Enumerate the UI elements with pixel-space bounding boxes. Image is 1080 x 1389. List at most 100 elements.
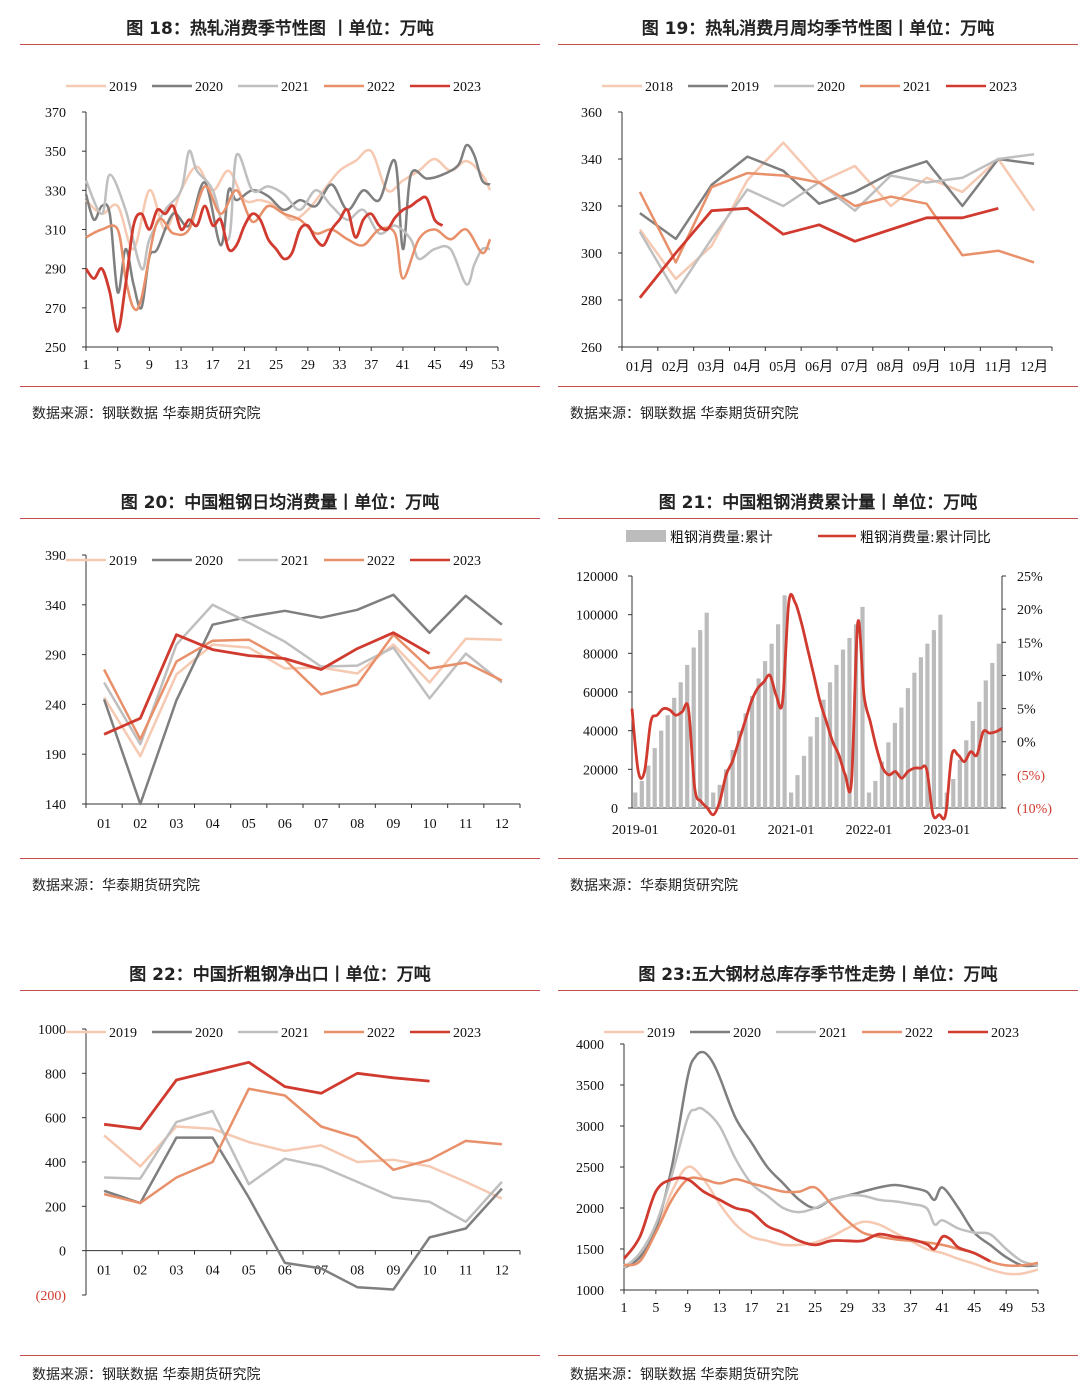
y-tick-label: 3000 <box>576 1120 604 1135</box>
x-tick-label: 11 <box>459 817 472 832</box>
x-tick-label: 08 <box>350 1264 364 1279</box>
x-tick-label: 04 <box>206 1264 220 1279</box>
legend-label-2020: 2020 <box>195 80 223 95</box>
x-tick-label: 41 <box>396 358 410 373</box>
x-tick-label: 29 <box>840 1301 854 1316</box>
x-tick-label: 08月 <box>877 359 905 375</box>
data-source: 数据来源：钢联数据 华泰期货研究院 <box>32 1367 261 1383</box>
title-rule <box>558 518 1078 519</box>
x-tick-label: 33 <box>872 1301 886 1316</box>
legend-label-2019: 2019 <box>731 80 759 95</box>
legend-label-2023: 2023 <box>453 554 481 569</box>
bar <box>834 664 839 808</box>
y-tick-label: 330 <box>45 184 66 199</box>
x-tick-label: 45 <box>967 1301 981 1316</box>
legend-label-2019: 2019 <box>109 80 137 95</box>
x-tick-label: 03 <box>169 1264 183 1279</box>
legend-swatch-bar <box>626 530 666 542</box>
bar <box>743 713 748 808</box>
legend-label-2018: 2018 <box>645 80 673 95</box>
legend-label-2021: 2021 <box>819 1026 847 1041</box>
x-tick-label: 41 <box>935 1301 949 1316</box>
bar <box>808 736 813 808</box>
legend-label-2021: 2021 <box>281 1026 309 1041</box>
y-tick-label: 290 <box>45 263 66 278</box>
bar <box>970 721 975 808</box>
x-tick-label: 5 <box>114 358 121 373</box>
x-tick-label: 2022-01 <box>846 823 893 838</box>
x-tick-label: 21 <box>237 358 251 373</box>
series-line-2023 <box>84 195 444 333</box>
x-tick-label: 01 <box>97 817 111 832</box>
series-line-2018 <box>638 141 1036 281</box>
x-tick-label: 10 <box>423 817 437 832</box>
x-tick-label: 04月 <box>733 359 761 375</box>
y-tick-label: 340 <box>45 599 66 614</box>
source-rule <box>558 858 1078 859</box>
x-tick-label: 12月 <box>1020 359 1048 375</box>
bar <box>639 780 644 808</box>
bar <box>685 664 690 808</box>
source-rule <box>20 858 540 859</box>
x-tick-label: 17 <box>744 1301 758 1316</box>
title-rule <box>20 990 540 991</box>
title-rule <box>558 44 1078 45</box>
y-tick-label: 3500 <box>576 1079 604 1094</box>
y-tick-label: 2500 <box>576 1161 604 1176</box>
bar <box>789 792 794 808</box>
x-tick-label: 03 <box>169 817 183 832</box>
legend-label-2023: 2023 <box>453 1026 481 1041</box>
y-tick-label: 2000 <box>576 1202 604 1217</box>
legend-label-2023: 2023 <box>989 80 1017 95</box>
x-tick-label: 2021-01 <box>768 823 815 838</box>
bar <box>795 775 800 808</box>
y-tick-label: 240 <box>45 698 66 713</box>
series-line-2022 <box>103 1087 503 1205</box>
legend-label-2022: 2022 <box>367 80 395 95</box>
x-tick-label: 06 <box>278 817 292 832</box>
series-line-2020 <box>102 593 503 806</box>
x-tick-label: 25 <box>269 358 283 373</box>
x-tick-label: 05 <box>242 817 256 832</box>
y-tick-label: 400 <box>45 1156 66 1171</box>
series-line-2020 <box>103 1136 503 1291</box>
chart-fig20: 140 190 240 290 340 390 01 02 03 04 05 06 07 08 09 10 11… <box>45 549 521 832</box>
bar <box>691 647 696 808</box>
y-tick-label: 60000 <box>583 686 618 701</box>
bar <box>672 697 677 808</box>
bar <box>925 643 930 808</box>
y-tick-label: 20000 <box>583 763 618 778</box>
y-tick-label: 310 <box>45 224 66 239</box>
series-line-2023 <box>103 631 431 736</box>
y2-tick-label: 10% <box>1017 669 1043 684</box>
y-tick-label: 370 <box>45 106 66 121</box>
x-tick-label: 11 <box>459 1264 472 1279</box>
y-tick-label: 390 <box>45 549 66 564</box>
y-tick-label: 4000 <box>576 1038 604 1053</box>
legend-label-bar: 粗钢消费量:累计 <box>670 530 773 546</box>
x-tick-label: 9 <box>146 358 153 373</box>
y-tick-label: 1000 <box>576 1284 604 1299</box>
bar <box>996 643 1001 808</box>
bar <box>801 755 807 808</box>
y-tick-label: 200 <box>45 1200 66 1215</box>
y-tick-label: 1000 <box>38 1023 66 1038</box>
bar <box>964 740 969 808</box>
bar <box>750 695 755 808</box>
legend-label-2022: 2022 <box>367 554 395 569</box>
y-tick-label: 100000 <box>576 609 618 624</box>
y-tick-label: 80000 <box>583 647 618 662</box>
bar <box>769 643 774 808</box>
source-rule <box>558 386 1078 387</box>
x-tick-label: 33 <box>333 358 347 373</box>
chart-title: 图 23:五大钢材总库存季节性走势丨单位：万吨 <box>638 965 998 985</box>
x-tick-label: 08 <box>350 817 364 832</box>
x-tick-label: 5 <box>652 1301 659 1316</box>
bar <box>821 699 826 808</box>
bar <box>840 649 846 808</box>
y-tick-label: 350 <box>45 145 66 160</box>
series-line-2023 <box>622 1176 991 1263</box>
series-line-2021 <box>84 149 491 286</box>
x-tick-label: 49 <box>999 1301 1013 1316</box>
x-tick-label: 13 <box>174 358 188 373</box>
